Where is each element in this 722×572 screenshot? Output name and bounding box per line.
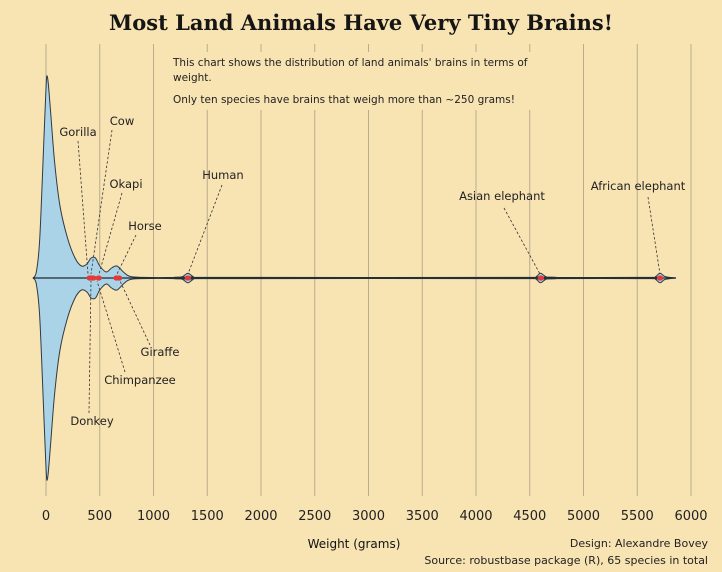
x-tick-label: 4000 — [459, 509, 492, 524]
leader-line — [96, 280, 126, 373]
annotation-label: Chimpanzee — [104, 373, 176, 387]
x-tick-label: 0 — [42, 509, 50, 524]
x-tick-label: 500 — [87, 509, 112, 524]
annotation-label: Cow — [110, 114, 134, 128]
annotation-label: Asian elephant — [459, 189, 545, 203]
leader-line — [90, 129, 113, 275]
leader-line — [187, 184, 223, 275]
violin-area — [32, 75, 677, 481]
leader-line — [647, 196, 661, 275]
x-tick-label: 4500 — [513, 509, 546, 524]
design-credit: Design: Alexandre Bovey — [570, 537, 709, 550]
annotation-label: African elephant — [591, 179, 686, 193]
x-axis-title: Weight (grams) — [308, 537, 401, 551]
description-line-1: This chart shows the distribution of lan… — [172, 57, 528, 69]
x-tick-label: 1500 — [191, 509, 224, 524]
data-point — [87, 275, 95, 281]
annotation-label: Gorilla — [59, 125, 96, 139]
x-tick-label: 5000 — [567, 509, 600, 524]
x-tick-label: 2000 — [244, 509, 277, 524]
x-tick-label: 5500 — [621, 509, 654, 524]
leader-line — [119, 280, 151, 346]
annotation-label: Human — [202, 168, 243, 182]
annotation-leaders — [77, 129, 661, 414]
x-tick-label: 2500 — [298, 509, 331, 524]
x-tick-label: 3500 — [406, 509, 439, 524]
description-panel — [168, 52, 568, 110]
annotation-labels: Gorilla Cow Okapi Horse Human Asian elephant A… — [59, 114, 685, 428]
leader-line — [98, 192, 123, 275]
leader-line — [116, 234, 137, 275]
data-point — [537, 275, 545, 281]
annotation-label: Okapi — [109, 177, 142, 191]
annotation-label: Horse — [128, 219, 161, 233]
data-point — [115, 275, 123, 281]
data-points — [86, 275, 664, 281]
annotation-label: Giraffe — [141, 345, 180, 359]
x-tick-label: 1000 — [137, 509, 170, 524]
chart-title: Most Land Animals Have Very Tiny Brains! — [109, 10, 613, 35]
data-point — [184, 275, 192, 281]
x-tick-label: 6000 — [674, 509, 707, 524]
x-tick-label: 3000 — [352, 509, 385, 524]
description-line-2: weight. — [173, 72, 212, 84]
description-line-3: Only ten species have brains that weigh … — [173, 94, 515, 106]
annotation-label: Donkey — [70, 414, 114, 428]
x-axis-ticks: 0 500 1000 1500 2000 2500 3000 3500 4000 4500 5000… — [42, 509, 708, 524]
leader-line — [88, 280, 92, 414]
data-point — [656, 275, 664, 281]
data-point — [95, 275, 102, 281]
leader-line — [503, 207, 541, 275]
source-note: Source: robustbase package (R), 65 speci… — [424, 554, 708, 567]
